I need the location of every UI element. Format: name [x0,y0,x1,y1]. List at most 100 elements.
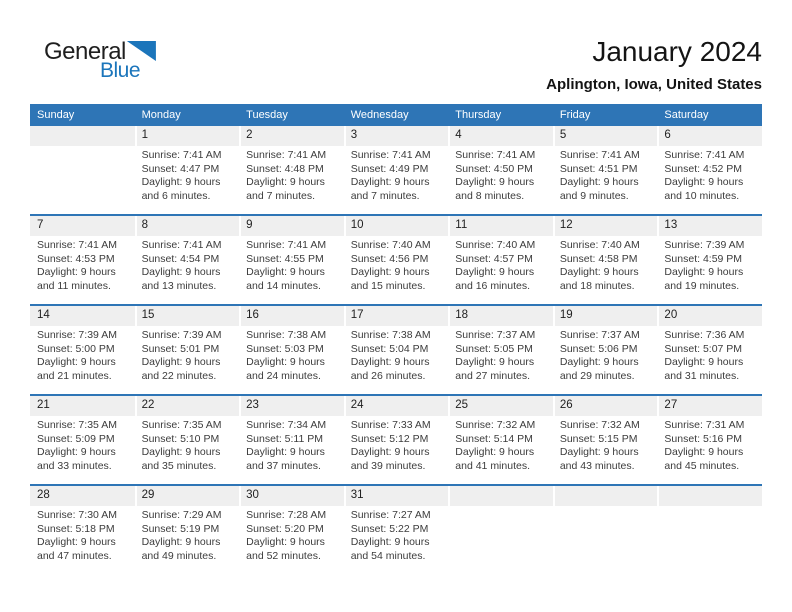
sunset-text: Sunset: 5:03 PM [246,342,324,355]
sunrise-text: Sunrise: 7:38 AM [350,329,431,341]
sunset-text: Sunset: 4:54 PM [141,252,220,265]
day-details: Sunrise: 7:28 AM Sunset: 5:20 PM Daylight:… [239,506,344,571]
sunrise-text: Sunrise: 7:29 AM [141,509,222,521]
day-number: 25 [448,396,553,416]
sunrise-text: Sunrise: 7:36 AM [664,329,745,341]
sunset-text: Sunset: 4:51 PM [559,162,638,175]
daylight-text: Daylight: 9 hours and 11 minutes. [37,266,116,292]
day-number: 16 [239,306,344,326]
day-number: 19 [552,306,658,326]
sunrise-text: Sunrise: 7:27 AM [350,509,431,521]
day-cell-21: 21 Sunrise: 7:35 AM Sunset: 5:09 PM Dayligh… [30,396,135,484]
day-details: Sunrise: 7:30 AM Sunset: 5:18 PM Daylight:… [30,506,135,571]
day-details: Sunrise: 7:35 AM Sunset: 5:09 PM Daylight:… [30,416,135,481]
sunset-text: Sunset: 4:52 PM [664,162,743,175]
sunrise-text: Sunrise: 7:35 AM [141,419,222,431]
daylight-text: Daylight: 9 hours and 8 minutes. [455,176,535,202]
day-details: Sunrise: 7:38 AM Sunset: 5:04 PM Daylight:… [344,326,449,391]
page-titles: January 2024 Aplington, Iowa, United Sta… [546,36,762,93]
day-cell-4: 4 Sunrise: 7:41 AM Sunset: 4:50 PM Daylight… [448,126,553,214]
week-row: 28 Sunrise: 7:30 AM Sunset: 5:18 PM Dayligh… [30,484,762,574]
sunrise-text: Sunrise: 7:32 AM [559,419,640,431]
sunrise-text: Sunrise: 7:28 AM [246,509,327,521]
day-number: 23 [239,396,344,416]
day-cell-18: 18 Sunrise: 7:37 AM Sunset: 5:05 PM Dayligh… [448,306,553,394]
sunrise-text: Sunrise: 7:40 AM [455,239,536,251]
day-cell-empty [657,486,762,574]
day-details: Sunrise: 7:39 AM Sunset: 5:01 PM Daylight:… [135,326,240,391]
day-number: 5 [552,126,658,146]
sunrise-text: Sunrise: 7:32 AM [455,419,536,431]
sunset-text: Sunset: 5:11 PM [246,432,323,445]
general-blue-logo: General Blue [44,38,156,83]
daylight-text: Daylight: 9 hours and 14 minutes. [246,266,325,292]
day-details: Sunrise: 7:41 AM Sunset: 4:48 PM Daylight:… [239,146,344,211]
day-number [448,486,553,506]
day-cell-1: 1 Sunrise: 7:41 AM Sunset: 4:47 PM Daylight… [134,126,240,214]
daylight-text: Daylight: 9 hours and 49 minutes. [141,536,221,562]
day-number: 28 [30,486,135,506]
week-row: 14 Sunrise: 7:39 AM Sunset: 5:00 PM Dayligh… [30,304,762,394]
sunset-text: Sunset: 5:04 PM [350,342,429,355]
day-cell-7: 7 Sunrise: 7:41 AM Sunset: 4:53 PM Daylight… [30,216,135,304]
daylight-text: Daylight: 9 hours and 10 minutes. [664,176,744,202]
daylight-text: Daylight: 9 hours and 37 minutes. [246,446,325,472]
daylight-text: Daylight: 9 hours and 18 minutes. [559,266,639,292]
day-number: 10 [343,216,449,236]
day-details: Sunrise: 7:37 AM Sunset: 5:06 PM Daylight:… [553,326,658,391]
daylight-text: Daylight: 9 hours and 45 minutes. [664,446,744,472]
day-details: Sunrise: 7:37 AM Sunset: 5:05 PM Daylight:… [448,326,553,391]
sunset-text: Sunset: 5:01 PM [141,342,220,355]
day-details: Sunrise: 7:32 AM Sunset: 5:14 PM Daylight:… [448,416,553,481]
day-cell-empty [30,126,135,214]
day-details: Sunrise: 7:35 AM Sunset: 5:10 PM Daylight:… [135,416,240,481]
sunrise-text: Sunrise: 7:41 AM [246,149,327,161]
sunrise-text: Sunrise: 7:37 AM [559,329,640,341]
sunrise-text: Sunrise: 7:38 AM [246,329,327,341]
weekday-monday: Monday [141,109,181,121]
daylight-text: Daylight: 9 hours and 35 minutes. [141,446,221,472]
daylight-text: Daylight: 9 hours and 52 minutes. [246,536,325,562]
sunrise-text: Sunrise: 7:39 AM [141,329,222,341]
week-row: 21 Sunrise: 7:35 AM Sunset: 5:09 PM Dayligh… [30,394,762,484]
day-cell-empty [448,486,553,574]
day-cell-9: 9 Sunrise: 7:41 AM Sunset: 4:55 PM Daylight… [239,216,344,304]
day-number: 7 [30,216,135,236]
day-cell-28: 28 Sunrise: 7:30 AM Sunset: 5:18 PM Dayligh… [30,486,135,574]
day-number: 12 [552,216,658,236]
day-number [657,486,762,506]
sunset-text: Sunset: 5:12 PM [350,432,429,445]
day-number: 30 [239,486,344,506]
day-number: 24 [343,396,449,416]
sunrise-text: Sunrise: 7:41 AM [559,149,640,161]
day-details: Sunrise: 7:39 AM Sunset: 4:59 PM Daylight:… [657,236,762,301]
day-cell-10: 10 Sunrise: 7:40 AM Sunset: 4:56 PM Dayligh… [343,216,449,304]
day-cell-6: 6 Sunrise: 7:41 AM Sunset: 4:52 PM Daylight… [657,126,762,214]
day-cell-31: 31 Sunrise: 7:27 AM Sunset: 5:22 PM Dayligh… [343,486,449,574]
sunset-text: Sunset: 4:48 PM [246,162,324,175]
day-cell-16: 16 Sunrise: 7:38 AM Sunset: 5:03 PM Dayligh… [239,306,344,394]
sunset-text: Sunset: 5:05 PM [455,342,533,355]
weekday-wednesday: Wednesday [350,109,409,121]
sunset-text: Sunset: 4:59 PM [664,252,743,265]
day-details [553,506,658,517]
daylight-text: Daylight: 9 hours and 26 minutes. [350,356,430,382]
daylight-text: Daylight: 9 hours and 22 minutes. [141,356,221,382]
sunset-text: Sunset: 4:49 PM [350,162,429,175]
calendar-weeks: 1 Sunrise: 7:41 AM Sunset: 4:47 PM Daylight… [30,126,762,574]
day-number: 11 [448,216,553,236]
day-details: Sunrise: 7:41 AM Sunset: 4:50 PM Daylight:… [448,146,553,211]
sunset-text: Sunset: 4:50 PM [455,162,533,175]
daylight-text: Daylight: 9 hours and 29 minutes. [559,356,639,382]
sunrise-text: Sunrise: 7:34 AM [246,419,327,431]
daylight-text: Daylight: 9 hours and 47 minutes. [37,536,116,562]
day-cell-30: 30 Sunrise: 7:28 AM Sunset: 5:20 PM Dayligh… [239,486,344,574]
day-cell-26: 26 Sunrise: 7:32 AM Sunset: 5:15 PM Dayligh… [552,396,658,484]
sunset-text: Sunset: 5:20 PM [246,522,324,535]
sunset-text: Sunset: 4:55 PM [246,252,324,265]
day-details: Sunrise: 7:41 AM Sunset: 4:51 PM Daylight:… [553,146,658,211]
day-details: Sunrise: 7:41 AM Sunset: 4:54 PM Daylight:… [135,236,240,301]
daylight-text: Daylight: 9 hours and 13 minutes. [141,266,221,292]
daylight-text: Daylight: 9 hours and 19 minutes. [664,266,744,292]
